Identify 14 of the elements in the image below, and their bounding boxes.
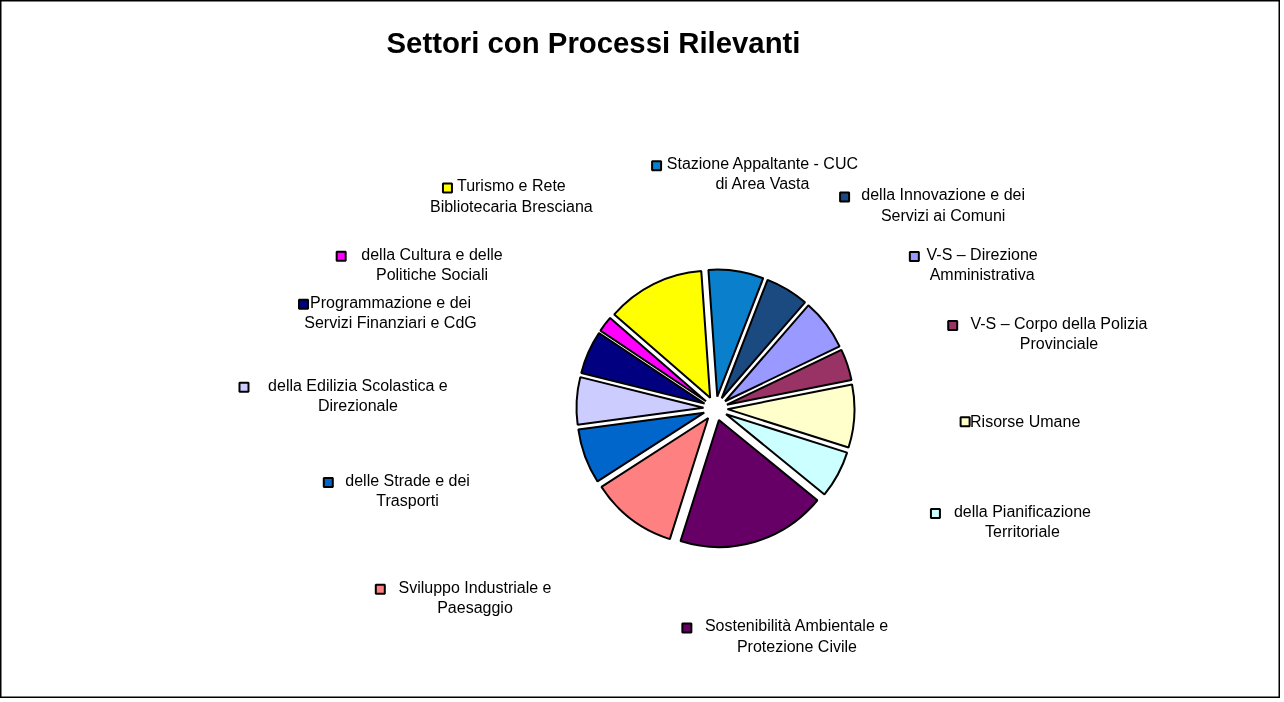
legend-label: della Cultura e delle Politiche Sociali — [361, 245, 503, 283]
legend-label: Sviluppo Industriale e Paesaggio — [398, 578, 552, 616]
legend-label: Sostenibilità Ambientale e Protezione Civile — [704, 617, 889, 655]
legend-label: della Innovazione e dei Servizi ai Comuni — [861, 186, 1025, 224]
legend-label: delle Strade e dei Trasporti — [345, 471, 470, 510]
legend-label: della Edilizia Scolastica e Direzionale — [268, 376, 448, 414]
chart-title: Settori con Processi Rilevanti — [386, 26, 801, 59]
legend-label: V-S – Corpo della Polizia Provinciale — [970, 314, 1148, 353]
legend-label: V-S – Direzione Amministrativa — [926, 245, 1038, 284]
legend-label: Stazione Appaltante - CUC di Area Vasta — [666, 154, 859, 193]
legend-label: Programmazione e dei Servizi Finanziari e CdG — [304, 293, 477, 332]
legend-label: della Pianificazione Territoriale — [953, 502, 1092, 541]
legend-label: Risorse Umane — [970, 413, 1081, 431]
legend-label: Turismo e Rete Bibliotecaria Bresciana — [429, 177, 593, 215]
